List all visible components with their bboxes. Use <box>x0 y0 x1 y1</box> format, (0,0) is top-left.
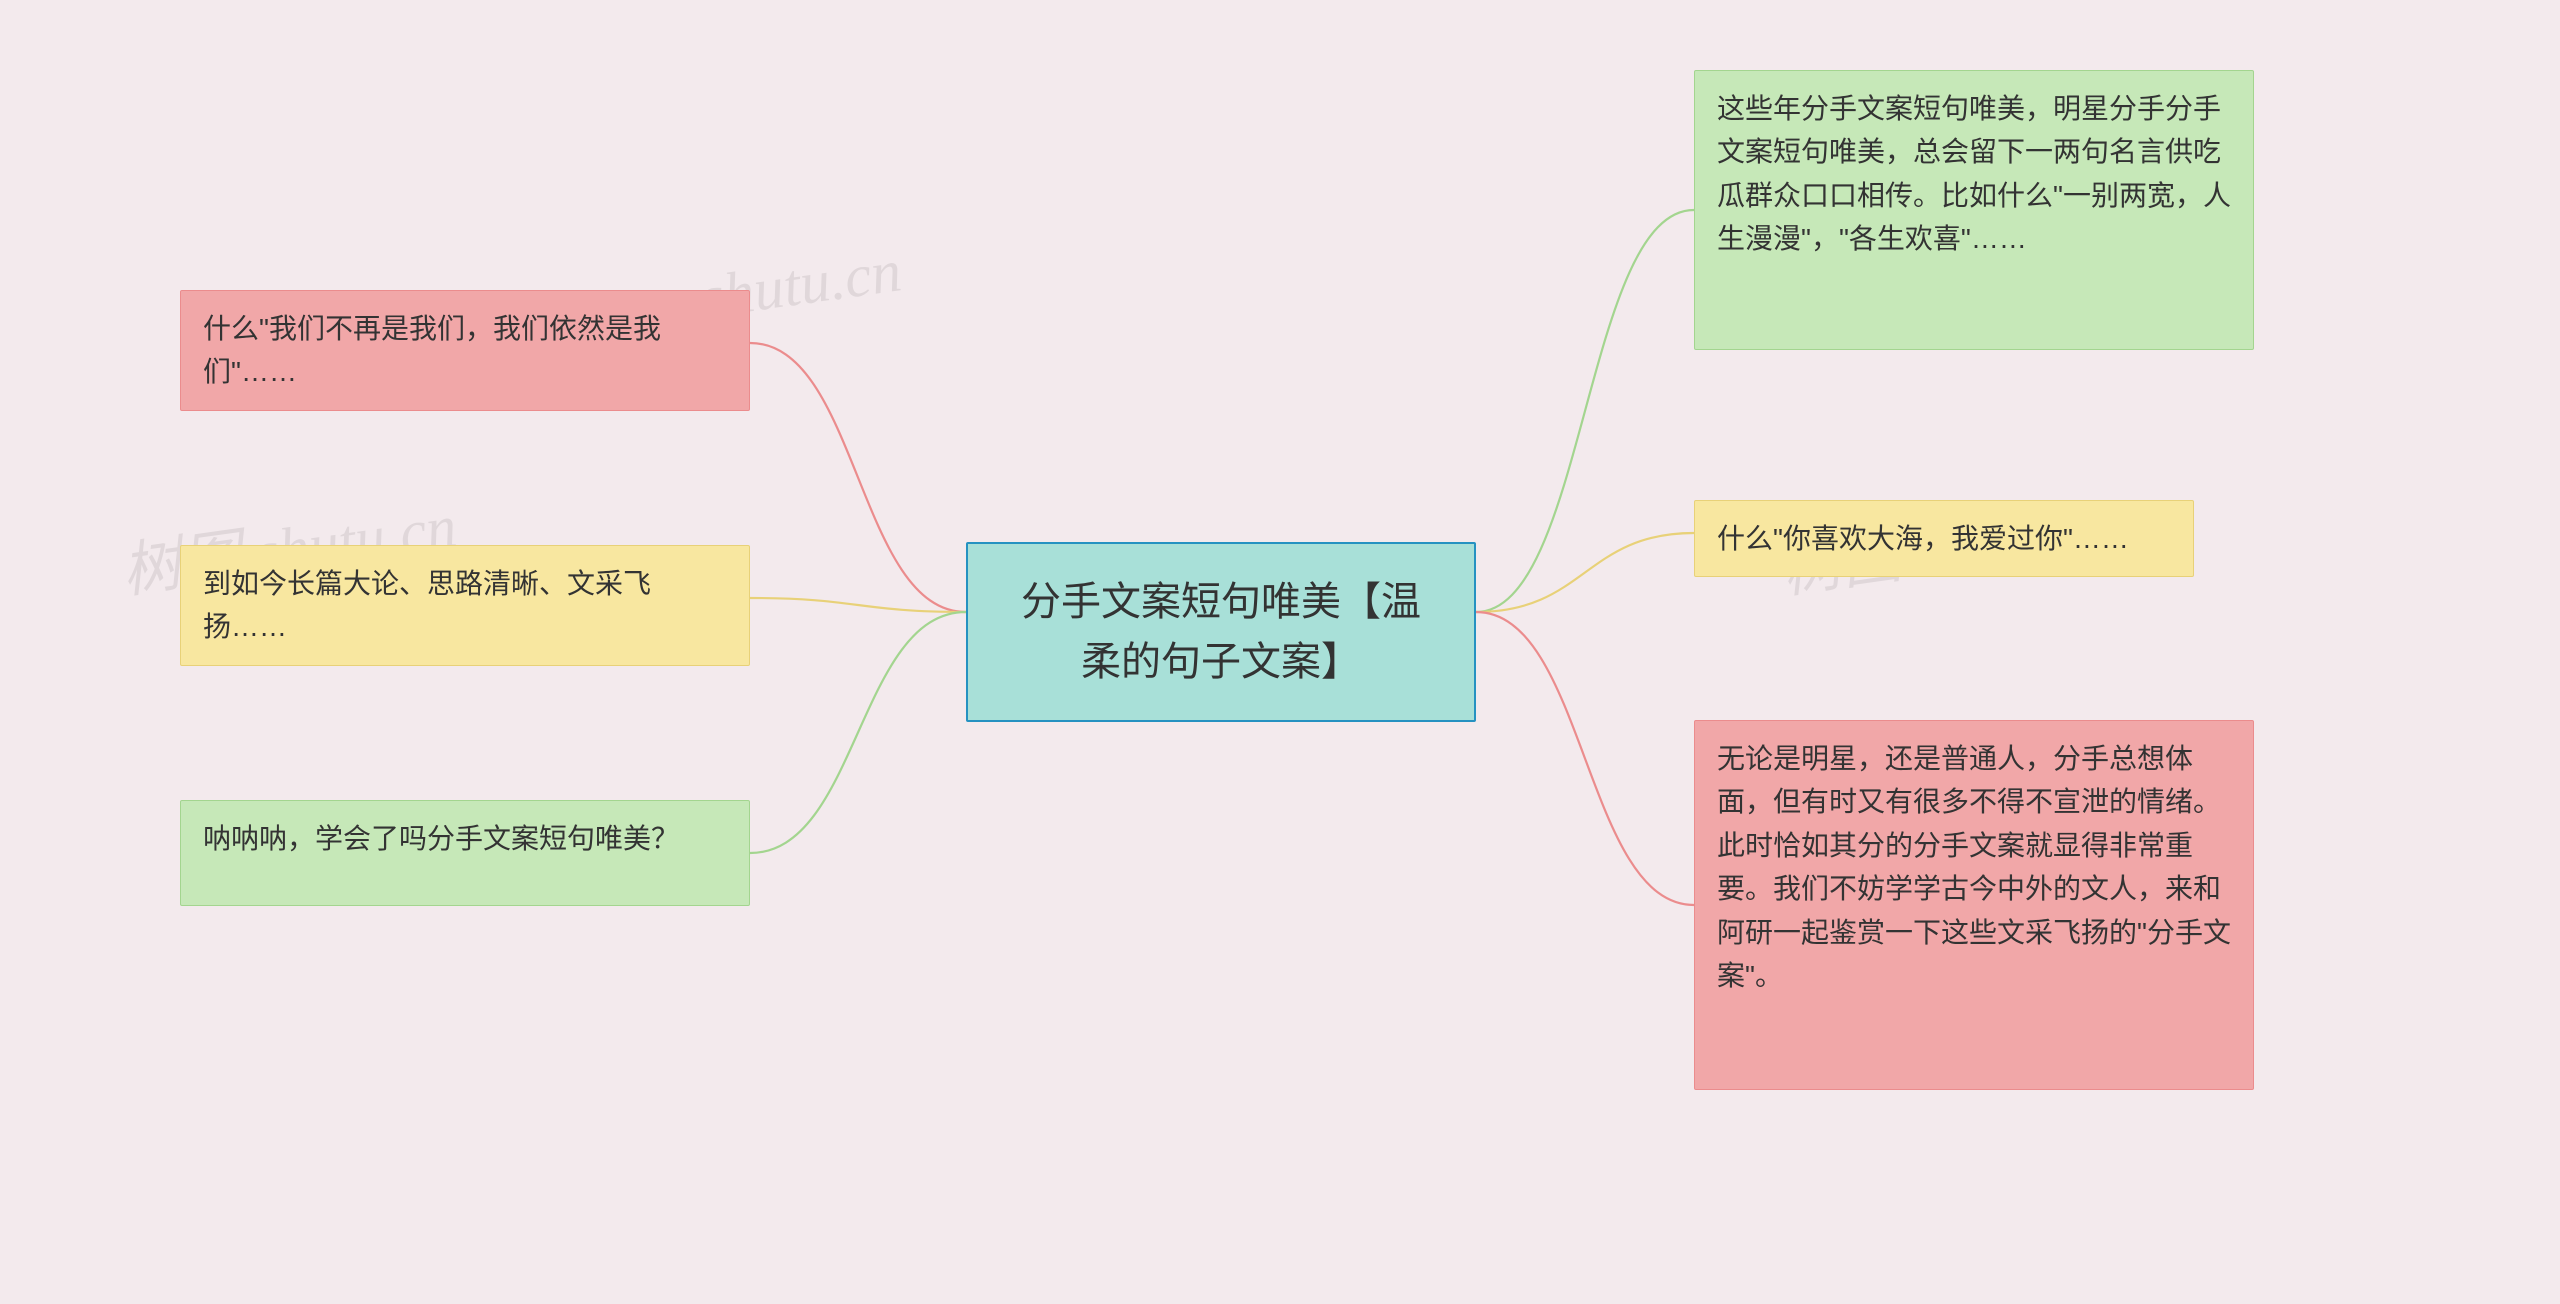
branch-left-1[interactable]: 什么"我们不再是我们，我们依然是我们"…… <box>180 290 750 411</box>
branch-text: 无论是明星，还是普通人，分手总想体面，但有时又有很多不得不宣泄的情绪。此时恰如其… <box>1717 743 2231 991</box>
branch-left-3[interactable]: 呐呐呐，学会了吗分手文案短句唯美？ <box>180 800 750 906</box>
branch-text: 什么"我们不再是我们，我们依然是我们"…… <box>203 313 661 387</box>
branch-text: 这些年分手文案短句唯美，明星分手分手文案短句唯美，总会留下一两句名言供吃瓜群众口… <box>1717 93 2231 254</box>
branch-right-2[interactable]: 什么"你喜欢大海，我爱过你"…… <box>1694 500 2194 577</box>
branch-left-2[interactable]: 到如今长篇大论、思路清晰、文采飞扬…… <box>180 545 750 666</box>
branch-right-1[interactable]: 这些年分手文案短句唯美，明星分手分手文案短句唯美，总会留下一两句名言供吃瓜群众口… <box>1694 70 2254 350</box>
branch-text: 呐呐呐，学会了吗分手文案短句唯美？ <box>203 823 679 854</box>
branch-text: 到如今长篇大论、思路清晰、文采飞扬…… <box>203 568 651 642</box>
branch-text: 什么"你喜欢大海，我爱过你"…… <box>1717 523 2129 554</box>
center-topic[interactable]: 分手文案短句唯美【温柔的句子文案】 <box>966 542 1476 722</box>
center-topic-text: 分手文案短句唯美【温柔的句子文案】 <box>1021 580 1421 684</box>
mindmap-canvas: 树图 shutu.cn 树图 shutu.cn shutu.cn 分手文案短句唯… <box>0 0 2560 1304</box>
branch-right-3[interactable]: 无论是明星，还是普通人，分手总想体面，但有时又有很多不得不宣泄的情绪。此时恰如其… <box>1694 720 2254 1090</box>
